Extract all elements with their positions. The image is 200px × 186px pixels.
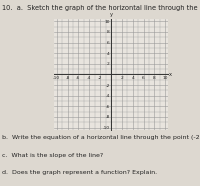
Text: 10.  a.  Sketch the graph of the horizontal line through the point (-2, 3).: 10. a. Sketch the graph of the horizonta… — [2, 5, 200, 11]
Text: d.  Does the graph represent a function? Explain.: d. Does the graph represent a function? … — [2, 170, 157, 175]
Text: y: y — [110, 12, 112, 17]
Text: b.  Write the equation of a horizontal line through the point (-2, 3).: b. Write the equation of a horizontal li… — [2, 135, 200, 140]
Text: x: x — [169, 72, 172, 77]
Text: c.  What is the slope of the line?: c. What is the slope of the line? — [2, 153, 103, 158]
